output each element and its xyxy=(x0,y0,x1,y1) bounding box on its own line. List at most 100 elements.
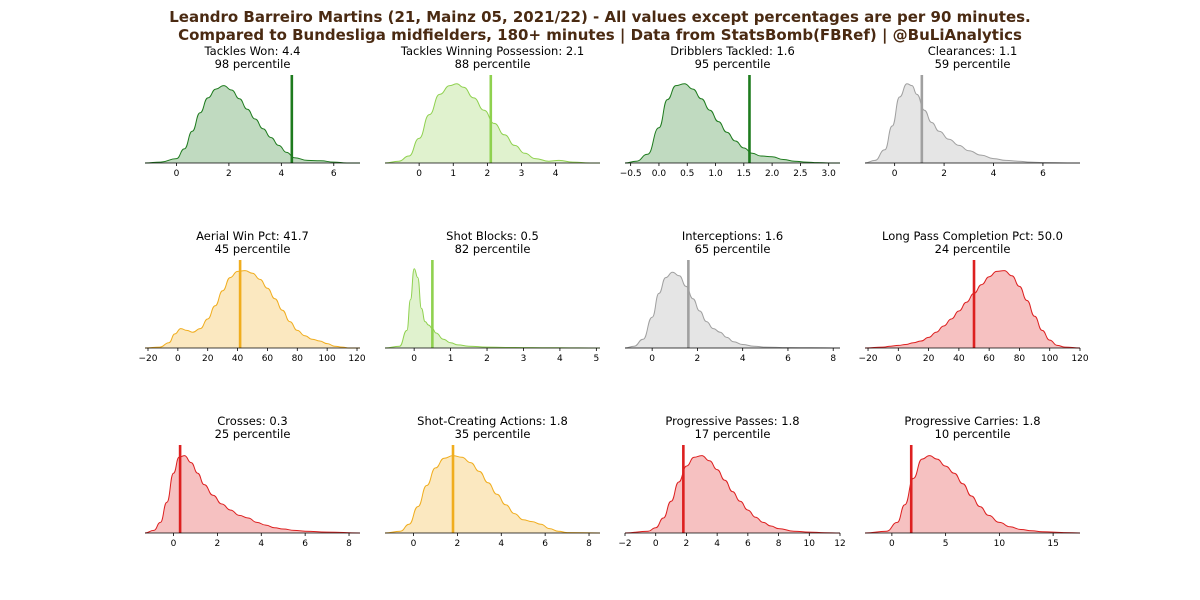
metric-label: Progressive Carries: 1.8 xyxy=(904,414,1041,428)
x-tick-label: 4 xyxy=(991,169,997,179)
x-tick-label: 1.5 xyxy=(737,169,751,179)
x-tick-label: 0 xyxy=(411,539,417,549)
x-tick-label: 0.5 xyxy=(680,169,694,179)
density-chart: −0.5 0.0 0.5 1.0 1.5 2.0 2.5 3.0 xyxy=(620,75,840,179)
panel-title: Crosses: 0.3 25 percentile xyxy=(145,415,360,441)
x-tick-label: 4 xyxy=(714,539,720,549)
x-tick-label: 0 xyxy=(174,169,180,179)
x-tick-label: 4 xyxy=(557,354,563,364)
density-chart: 0 2 4 6 8 xyxy=(624,260,841,364)
density-area xyxy=(865,270,1080,348)
figure-title: Leandro Barreiro Martins (21, Mainz 05, … xyxy=(0,8,1200,44)
panel-title: Shot Blocks: 0.5 82 percentile xyxy=(385,230,600,256)
density-area xyxy=(865,455,1080,533)
density-chart: 0 2 4 6 xyxy=(864,75,1080,179)
metric-label: Tackles Winning Possession: 2.1 xyxy=(400,44,585,58)
density-area xyxy=(625,83,840,163)
x-tick-label: −20 xyxy=(138,354,157,364)
density-area xyxy=(385,455,600,533)
density-curve xyxy=(864,83,1080,164)
x-tick-label: 2 xyxy=(215,539,221,549)
chart-panel: Shot Blocks: 0.5 82 percentile 0 1 2 3 4 5 xyxy=(384,230,601,380)
density-curve xyxy=(864,455,1081,534)
chart-panel: Long Pass Completion Pct: 50.0 24 percent… xyxy=(859,229,1089,380)
x-tick-label: 60 xyxy=(983,354,995,364)
x-tick-label: 6 xyxy=(785,354,791,364)
x-tick-label: 1.0 xyxy=(708,169,723,179)
x-tick-label: 3 xyxy=(521,354,527,364)
metric-label: Shot-Creating Actions: 1.8 xyxy=(417,414,568,428)
percentile-label: 45 percentile xyxy=(214,242,291,256)
density-area xyxy=(625,455,840,533)
x-tick-label: 0 xyxy=(653,539,659,549)
density-chart: 0 2 4 6 8 xyxy=(144,445,361,549)
x-tick-label: 0 xyxy=(416,169,422,179)
panel-title: Interceptions: 1.6 65 percentile xyxy=(625,230,840,256)
density-curve xyxy=(384,455,601,534)
x-tick-label: 60 xyxy=(262,354,274,364)
density-chart: 0 5 10 15 xyxy=(864,445,1081,549)
x-tick-label: 12 xyxy=(834,539,845,549)
panel-title: Tackles Won: 4.4 98 percentile xyxy=(145,45,360,71)
x-tick-label: 1 xyxy=(448,354,454,364)
density-area xyxy=(145,85,360,163)
figure-title-line-2: Compared to Bundesliga midfielders, 180+… xyxy=(178,26,1022,44)
x-tick-label: 10 xyxy=(804,539,816,549)
x-tick-label: 40 xyxy=(232,354,244,364)
percentile-label: 95 percentile xyxy=(694,57,771,71)
chart-panel: Interceptions: 1.6 65 percentile 0 2 4 6 8 xyxy=(624,230,841,380)
density-curve xyxy=(624,455,841,534)
x-tick-label: 0 xyxy=(649,354,655,364)
metric-label: Interceptions: 1.6 xyxy=(681,229,784,243)
x-tick-label: 5 xyxy=(593,354,599,364)
density-chart: 0 2 4 6 xyxy=(144,75,360,179)
x-tick-label: 0 xyxy=(411,354,417,364)
x-tick-label: 3 xyxy=(519,169,525,179)
x-tick-label: 0 xyxy=(171,539,177,549)
x-tick-label: 0 xyxy=(895,354,901,364)
chart-panel: Progressive Carries: 1.8 10 percentile 0 5 1… xyxy=(864,414,1081,565)
metric-label: Dribblers Tackled: 1.6 xyxy=(670,44,795,58)
metric-label: Long Pass Completion Pct: 50.0 xyxy=(881,229,1063,243)
percentile-label: 17 percentile xyxy=(694,427,771,441)
metric-label: Clearances: 1.1 xyxy=(927,44,1018,58)
x-tick-label: 2.0 xyxy=(765,169,780,179)
x-tick-label: 0 xyxy=(892,169,898,179)
percentile-label: 82 percentile xyxy=(454,242,531,256)
x-tick-label: 120 xyxy=(348,354,365,364)
density-curve xyxy=(624,83,840,164)
panel-title: Clearances: 1.1 59 percentile xyxy=(865,45,1080,71)
x-tick-label: −0.5 xyxy=(620,169,642,179)
x-tick-label: 0 xyxy=(889,539,895,549)
x-tick-label: −20 xyxy=(859,354,878,364)
x-tick-label: 2 xyxy=(684,539,690,549)
density-chart: −20 0 20 40 60 80 100 120 xyxy=(138,260,366,364)
chart-panel: Aerial Win Pct: 41.7 45 percentile −20 0 20 4… xyxy=(138,230,366,380)
x-tick-label: 8 xyxy=(776,539,782,549)
x-tick-label: 15 xyxy=(1047,539,1058,549)
x-tick-label: 80 xyxy=(1014,354,1026,364)
x-tick-label: 4 xyxy=(740,354,746,364)
density-curve xyxy=(144,455,361,534)
x-tick-label: 120 xyxy=(1071,354,1088,364)
density-curve xyxy=(624,271,841,349)
panel-title: Tackles Winning Possession: 2.1 88 percen… xyxy=(385,45,600,71)
chart-panel: Shot-Creating Actions: 1.8 35 percentile 0… xyxy=(384,415,601,565)
chart-panel: Crosses: 0.3 25 percentile 0 2 4 6 8 xyxy=(144,415,361,565)
density-area xyxy=(385,83,600,163)
x-tick-label: 2.5 xyxy=(793,169,807,179)
percentile-label: 98 percentile xyxy=(214,57,291,71)
chart-panel: Tackles Won: 4.4 98 percentile 0 2 4 6 xyxy=(144,45,360,195)
x-tick-label: 0 xyxy=(175,354,181,364)
metric-label: Shot Blocks: 0.5 xyxy=(446,229,539,243)
x-tick-label: 2 xyxy=(455,539,461,549)
metric-label: Progressive Passes: 1.8 xyxy=(665,414,800,428)
density-chart: −2 0 2 4 6 8 10 12 xyxy=(618,445,846,549)
x-tick-label: 3.0 xyxy=(822,169,837,179)
figure-title-line-1: Leandro Barreiro Martins (21, Mainz 05, … xyxy=(169,8,1031,26)
panel-title: Shot-Creating Actions: 1.8 35 percentile xyxy=(385,415,600,441)
metric-label: Tackles Won: 4.4 xyxy=(204,44,301,58)
x-tick-label: 6 xyxy=(302,539,308,549)
panel-title: Progressive Passes: 1.8 17 percentile xyxy=(625,415,840,441)
chart-panel: Progressive Passes: 1.8 17 percentile −2 0 2… xyxy=(618,415,846,565)
